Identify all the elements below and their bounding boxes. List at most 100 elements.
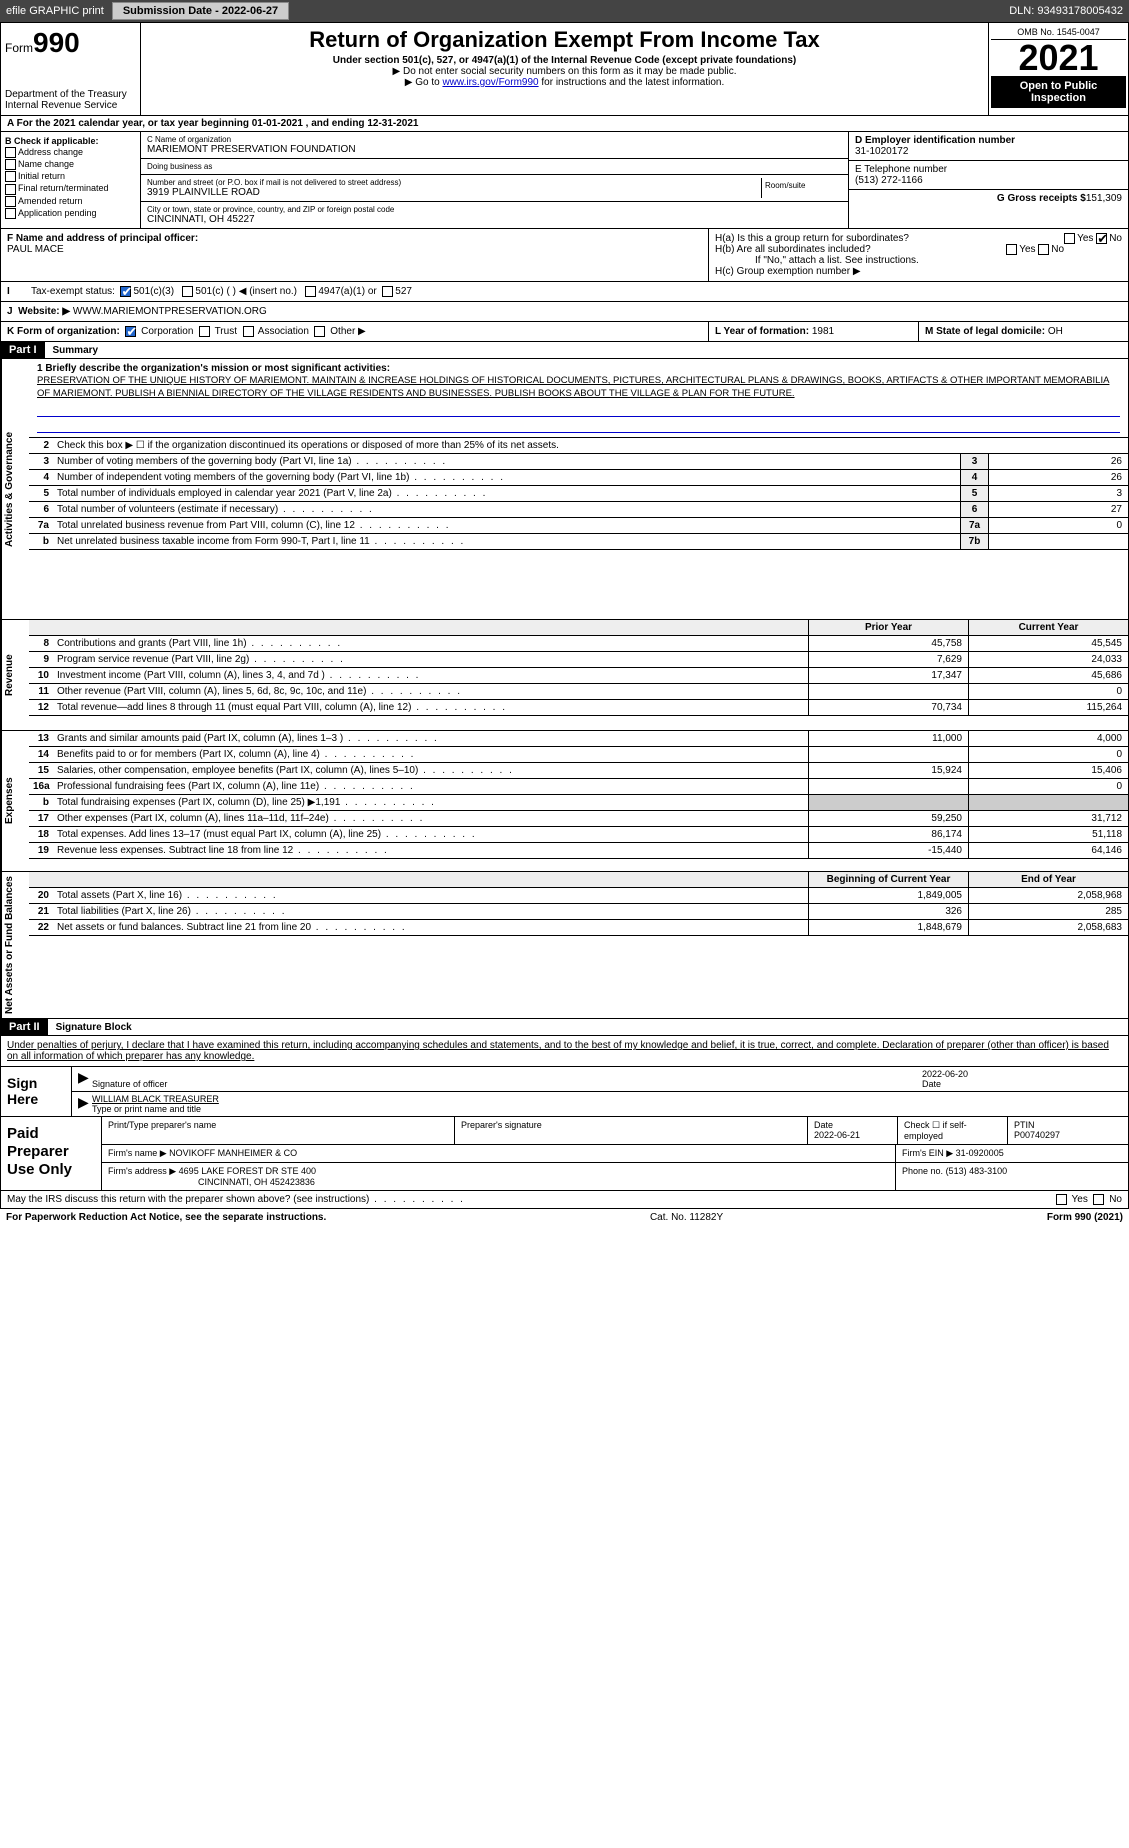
preparer-row-2: Firm's name ▶ NOVIKOFF MANHEIMER & CO Fi… — [102, 1145, 1128, 1163]
cb-527[interactable] — [382, 286, 393, 297]
exp-line-17: 17Other expenses (Part IX, column (A), l… — [29, 811, 1128, 827]
dba-cell: Doing business as — [141, 159, 848, 175]
row-fgh: F Name and address of principal officer:… — [0, 229, 1129, 282]
header-center: Return of Organization Exempt From Incom… — [141, 23, 988, 115]
efile-label: efile GRAPHIC print — [6, 5, 104, 17]
preparer-row-1: Print/Type preparer's name Preparer's si… — [102, 1117, 1128, 1145]
sign-date: 2022-06-20 — [922, 1069, 968, 1079]
gov-line-7a: 7aTotal unrelated business revenue from … — [29, 518, 1128, 534]
summary-revenue: Revenue Prior Year Current Year 8Contrib… — [0, 620, 1129, 731]
principal-officer: F Name and address of principal officer:… — [1, 229, 708, 281]
revenue-header: Prior Year Current Year — [29, 620, 1128, 636]
form-footer: Form 990 (2021) — [1047, 1212, 1123, 1223]
summary-net-assets: Net Assets or Fund Balances Beginning of… — [0, 872, 1129, 1019]
cb-501c[interactable] — [182, 286, 193, 297]
open-to-public: Open to Public Inspection — [991, 76, 1126, 108]
mission-block: 1 Briefly describe the organization's mi… — [29, 359, 1128, 438]
cb-association[interactable] — [243, 326, 254, 337]
ssn-notice: ▶ Do not enter social security numbers o… — [145, 66, 984, 77]
form-number: 990 — [33, 27, 80, 58]
street-row: Number and street (or P.O. box if mail i… — [141, 175, 848, 202]
vtab-governance: Activities & Governance — [1, 359, 29, 619]
form-subtitle: Under section 501(c), 527, or 4947(a)(1)… — [145, 55, 984, 66]
gov-line-b: bNet unrelated business taxable income f… — [29, 534, 1128, 550]
row-a-calendar-year: A For the 2021 calendar year, or tax yea… — [0, 116, 1129, 132]
gov-line-4: 4Number of independent voting members of… — [29, 470, 1128, 486]
org-name: MARIEMONT PRESERVATION FOUNDATION — [147, 144, 842, 155]
cat-no: Cat. No. 11282Y — [650, 1212, 723, 1223]
form-word: Form — [5, 41, 33, 55]
tel-value: (513) 272-1166 — [855, 175, 923, 186]
dept-label: Department of the Treasury — [5, 89, 136, 100]
cb-address-change[interactable]: Address change — [5, 147, 136, 158]
rev-line-11: 11Other revenue (Part VIII, column (A), … — [29, 684, 1128, 700]
officer-name-title: WILLIAM BLACK TREASURER — [92, 1094, 219, 1104]
street-address: 3919 PLAINVILLE ROAD — [147, 187, 761, 198]
col-c-org-info: C Name of organization MARIEMONT PRESERV… — [141, 132, 848, 228]
goto-notice: ▶ Go to www.irs.gov/Form990 for instruct… — [145, 77, 984, 88]
paid-preparer-label: Paid Preparer Use Only — [1, 1117, 101, 1190]
col-d: D Employer identification number 31-1020… — [848, 132, 1128, 228]
summary-expenses: Expenses 13Grants and similar amounts pa… — [0, 731, 1129, 872]
line-2: 2Check this box ▶ ☐ if the organization … — [29, 438, 1128, 454]
discuss-row: May the IRS discuss this return with the… — [0, 1191, 1129, 1209]
form-of-org: K Form of organization: Corporation Trus… — [1, 322, 708, 341]
tax-year: 2021 — [991, 40, 1126, 76]
submission-date-button[interactable]: Submission Date - 2022-06-27 — [112, 2, 289, 20]
vtab-revenue: Revenue — [1, 620, 29, 730]
net-header: Beginning of Current Year End of Year — [29, 872, 1128, 888]
gov-line-3: 3Number of voting members of the governi… — [29, 454, 1128, 470]
gross-value: 151,309 — [1086, 193, 1122, 204]
city-cell: City or town, state or province, country… — [141, 202, 848, 228]
rev-line-8: 8Contributions and grants (Part VIII, li… — [29, 636, 1128, 652]
sign-here-block: Sign Here ▶ Signature of officer 2022-06… — [0, 1067, 1129, 1117]
cb-application-pending[interactable]: Application pending — [5, 208, 136, 219]
header-left: Form990 Department of the Treasury Inter… — [1, 23, 141, 115]
state-domicile: M State of legal domicile: OH — [919, 322, 1128, 341]
exp-line-13: 13Grants and similar amounts paid (Part … — [29, 731, 1128, 747]
website-row: J Website: ▶ WWW.MARIEMONTPRESERVATION.O… — [0, 302, 1129, 322]
sign-here-label: Sign Here — [1, 1067, 71, 1116]
cb-discuss-no[interactable] — [1093, 1194, 1104, 1205]
preparer-row-3: Firm's address ▶ 4695 LAKE FOREST DR STE… — [102, 1163, 1128, 1190]
col-b-checkboxes: B Check if applicable: Address change Na… — [1, 132, 141, 228]
cb-initial-return[interactable]: Initial return — [5, 171, 136, 182]
exp-line-b: bTotal fundraising expenses (Part IX, co… — [29, 795, 1128, 811]
cb-4947[interactable] — [305, 286, 316, 297]
form-title: Return of Organization Exempt From Incom… — [145, 27, 984, 53]
officer-name: PAUL MACE — [7, 244, 64, 255]
cb-501c3[interactable] — [120, 286, 131, 297]
cb-trust[interactable] — [199, 326, 210, 337]
exp-line-14: 14Benefits paid to or for members (Part … — [29, 747, 1128, 763]
group-return: H(a) Is this a group return for subordin… — [708, 229, 1128, 281]
exp-line-15: 15Salaries, other compensation, employee… — [29, 763, 1128, 779]
gov-line-6: 6Total number of volunteers (estimate if… — [29, 502, 1128, 518]
form-header: Form990 Department of the Treasury Inter… — [0, 22, 1129, 116]
signature-declaration: Under penalties of perjury, I declare th… — [0, 1036, 1129, 1067]
ein-cell: D Employer identification number 31-1020… — [849, 132, 1128, 161]
cb-amended-return[interactable]: Amended return — [5, 196, 136, 207]
part-ii-header: Part II Signature Block — [0, 1019, 1129, 1036]
year-formation: L Year of formation: 1981 — [709, 322, 919, 341]
vtab-net-assets: Net Assets or Fund Balances — [1, 872, 29, 1018]
gross-cell: G Gross receipts $151,309 — [849, 190, 1128, 207]
rev-line-10: 10Investment income (Part VIII, column (… — [29, 668, 1128, 684]
dln-label: DLN: 93493178005432 — [1009, 5, 1123, 17]
net-line-21: 21Total liabilities (Part X, line 26)326… — [29, 904, 1128, 920]
ein-value: 31-1020172 — [855, 146, 908, 157]
top-bar: efile GRAPHIC print Submission Date - 20… — [0, 0, 1129, 22]
cb-final-return[interactable]: Final return/terminated — [5, 183, 136, 194]
part-i-header: Part I Summary — [0, 342, 1129, 359]
irs-link[interactable]: www.irs.gov/Form990 — [442, 77, 538, 88]
col-b-header: B Check if applicable: — [5, 136, 99, 146]
cb-discuss-yes[interactable] — [1056, 1194, 1067, 1205]
rev-line-12: 12Total revenue—add lines 8 through 11 (… — [29, 700, 1128, 716]
cb-corporation[interactable] — [125, 326, 136, 337]
cb-other[interactable] — [314, 326, 325, 337]
irs-label: Internal Revenue Service — [5, 100, 136, 111]
bottom-row: For Paperwork Reduction Act Notice, see … — [0, 1209, 1129, 1226]
tax-exempt-status: I Tax-exempt status: 501(c)(3) 501(c) ( … — [0, 282, 1129, 302]
section-bcd: B Check if applicable: Address change Na… — [0, 132, 1129, 229]
cb-name-change[interactable]: Name change — [5, 159, 136, 170]
row-kl: K Form of organization: Corporation Trus… — [0, 322, 1129, 342]
